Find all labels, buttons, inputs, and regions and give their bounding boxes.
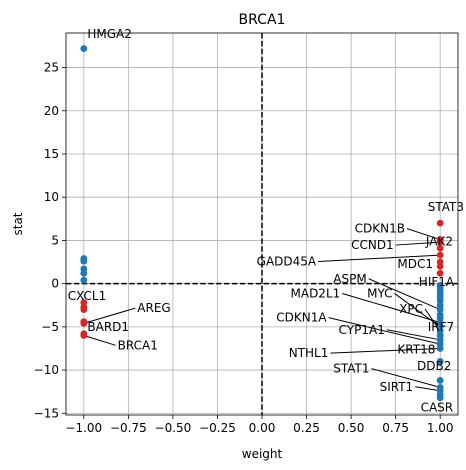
annotation-label: JAK2 [425, 235, 453, 249]
y-tick-label: 25 [44, 61, 59, 75]
data-points [80, 45, 444, 402]
data-point [80, 319, 88, 327]
data-point [80, 269, 88, 277]
annotation-leader-line [328, 317, 441, 345]
data-point [80, 332, 88, 339]
annotation-label: CDKN1B [355, 222, 405, 236]
data-point [436, 394, 444, 402]
data-point [436, 262, 444, 270]
x-axis-label: weight [242, 447, 283, 461]
annotation-label: HMGA2 [87, 27, 132, 41]
annotation-label: AREG [137, 301, 170, 315]
data-point [436, 219, 444, 227]
annotation-leader-line [83, 335, 116, 346]
data-point [436, 345, 444, 352]
x-tick-label: −0.25 [199, 421, 236, 435]
y-tick-label: 15 [44, 147, 59, 161]
data-point [436, 306, 444, 313]
annotation-label: CCND1 [351, 238, 394, 252]
annotation-label: DDB2 [417, 359, 451, 373]
annotation-label: XPC [399, 302, 423, 316]
annotation-leader-line [371, 368, 441, 388]
y-tick-label: −15 [34, 406, 59, 420]
annotation-leader-line [368, 278, 441, 311]
annotation-leader-line [330, 347, 441, 354]
x-tick-label: 0.50 [338, 421, 365, 435]
data-point [436, 358, 444, 365]
data-point [436, 377, 444, 384]
annotation-label: CXCL1 [68, 289, 106, 303]
data-point [436, 269, 444, 277]
x-tick-label: 0.00 [249, 421, 276, 435]
annotation-leader-line [386, 329, 441, 341]
annotation-label: IRF7 [428, 320, 454, 334]
y-axis-label: stat [11, 212, 25, 235]
x-tick-label: −1.00 [65, 421, 102, 435]
x-axis-ticks: −1.00 −0.75 −0.50 −0.25 0.00 0.25 0.50 0.75 1.00 [65, 415, 454, 435]
annotation-leader-line [394, 293, 441, 328]
x-tick-label: 0.25 [293, 421, 320, 435]
y-tick-label: 5 [51, 233, 59, 247]
annotation-leader-line [415, 386, 441, 392]
annotation-label: CDKN1A [276, 311, 327, 325]
y-tick-label: 0 [51, 277, 59, 291]
y-tick-label: 20 [44, 104, 59, 118]
annotation-leaders [83, 228, 441, 392]
annotation-label: STAT1 [333, 362, 369, 376]
annotation-leader-line [342, 292, 441, 324]
y-tick-label: −5 [41, 320, 59, 334]
data-point [436, 238, 444, 246]
data-point [436, 244, 444, 252]
data-point [436, 251, 444, 259]
x-tick-label: −0.75 [110, 421, 147, 435]
annotation-leader-line [83, 307, 136, 324]
chart-title: BRCA1 [239, 12, 286, 28]
annotation-label: STAT3 [428, 200, 464, 214]
x-tick-label: 1.00 [427, 421, 454, 435]
y-axis-ticks: −15 −10 −5 0 5 10 15 20 25 [34, 61, 66, 420]
annotation-label: ASPM [333, 272, 366, 286]
annotation-leader-line [395, 241, 441, 246]
annotation-labels: HMGA2 CXCL1 AREG BARD1 BRCA1 STAT3 CDKN1B JAK2 C… [68, 27, 464, 414]
x-tick-label: −0.50 [155, 421, 192, 435]
annotation-label: GADD45A [257, 254, 317, 268]
data-point [80, 276, 88, 284]
data-point [80, 257, 88, 265]
annotation-label: KRT18 [397, 343, 435, 357]
y-tick-label: −10 [34, 363, 59, 377]
annotation-label: BRCA1 [118, 338, 158, 352]
annotation-label: HIF1A [419, 275, 455, 289]
annotation-leader-line [318, 254, 441, 262]
annotation-label: MYC [367, 286, 392, 300]
data-point [80, 45, 88, 52]
y-tick-label: 10 [44, 190, 59, 204]
annotation-leader-line [406, 228, 441, 241]
x-tick-label: 0.75 [382, 421, 409, 435]
annotation-label: MAD2L1 [291, 286, 341, 300]
annotation-label: NTHL1 [289, 346, 329, 360]
annotation-label: BARD1 [87, 320, 129, 334]
reference-lines [66, 33, 458, 415]
annotation-label: SIRT1 [380, 380, 414, 394]
annotation-label: CASR [421, 401, 454, 415]
annotation-label: MDC1 [397, 257, 433, 271]
data-point [80, 306, 88, 313]
annotation-label: CYP1A1 [339, 323, 385, 337]
